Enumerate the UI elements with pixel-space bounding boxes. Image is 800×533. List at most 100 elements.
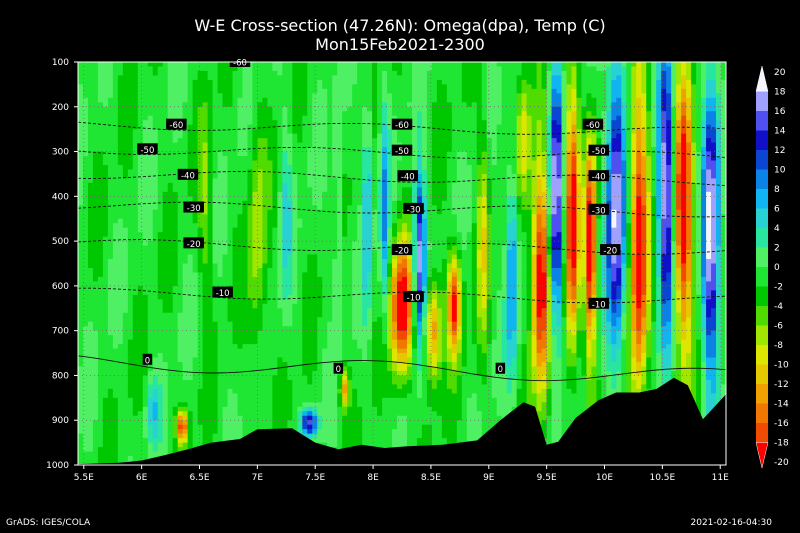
omega-cell	[117, 62, 124, 68]
omega-cell	[277, 420, 283, 426]
omega-cell	[78, 160, 84, 166]
omega-cell	[272, 308, 278, 314]
omega-cell	[282, 241, 288, 247]
omega-cell	[222, 218, 229, 224]
omega-cell	[147, 254, 154, 260]
omega-cell	[282, 88, 288, 94]
omega-cell	[162, 429, 169, 435]
omega-cell	[172, 326, 179, 332]
omega-cell	[262, 375, 269, 381]
omega-cell	[352, 88, 358, 94]
omega-cell	[132, 353, 139, 359]
omega-cell	[267, 415, 273, 421]
omega-cell	[157, 402, 164, 408]
omega-cell	[117, 223, 124, 229]
omega-cell	[302, 424, 308, 430]
omega-cell	[267, 151, 273, 157]
omega-cell	[322, 232, 328, 238]
omega-cell	[152, 393, 159, 399]
omega-cell	[247, 326, 254, 332]
omega-cell	[152, 66, 159, 72]
omega-cell	[182, 375, 189, 381]
omega-cell	[317, 308, 323, 314]
omega-cell	[252, 335, 259, 341]
omega-cell	[317, 285, 323, 291]
omega-cell	[97, 102, 104, 108]
omega-cell	[342, 411, 348, 417]
omega-cell	[112, 178, 119, 184]
omega-cell	[192, 156, 199, 162]
omega-cell	[172, 429, 179, 435]
omega-cell	[177, 397, 184, 403]
omega-cell	[137, 375, 144, 381]
omega-cell	[232, 285, 239, 291]
omega-cell	[307, 106, 313, 112]
omega-cell	[187, 335, 194, 341]
omega-cell	[297, 115, 303, 121]
omega-cell	[112, 142, 119, 148]
omega-cell	[102, 88, 109, 94]
omega-cell	[277, 393, 283, 399]
omega-cell	[347, 79, 353, 85]
omega-cell	[292, 267, 298, 274]
omega-cell	[322, 420, 328, 426]
omega-cell	[177, 321, 184, 327]
omega-cell	[177, 424, 184, 430]
omega-cell	[292, 259, 298, 265]
omega-cell	[277, 200, 283, 206]
omega-cell	[122, 339, 129, 345]
omega-cell	[327, 120, 333, 126]
omega-cell	[107, 142, 114, 148]
omega-cell	[107, 160, 114, 166]
omega-cell	[287, 173, 293, 180]
omega-cell	[287, 97, 293, 103]
omega-cell	[137, 406, 144, 412]
omega-cell	[292, 276, 298, 283]
omega-cell	[222, 102, 229, 108]
omega-cell	[92, 232, 99, 238]
omega-cell	[342, 187, 348, 193]
omega-cell	[107, 397, 114, 403]
omega-cell	[107, 433, 114, 439]
omega-cell	[192, 442, 199, 448]
omega-cell	[252, 299, 259, 305]
omega-cell	[302, 397, 308, 403]
omega-cell	[197, 276, 204, 283]
omega-cell	[282, 362, 288, 368]
omega-cell	[102, 241, 109, 247]
omega-cell	[92, 93, 99, 99]
omega-cell	[302, 388, 308, 394]
omega-cell	[142, 433, 149, 439]
omega-cell	[287, 303, 293, 309]
omega-cell	[172, 147, 179, 153]
omega-cell	[92, 133, 99, 139]
omega-cell	[167, 344, 174, 350]
omega-cell	[237, 138, 244, 144]
omega-cell	[332, 259, 338, 265]
omega-cell	[127, 433, 134, 439]
omega-cell	[122, 285, 129, 291]
omega-cell	[277, 308, 283, 314]
omega-cell	[187, 62, 194, 68]
omega-cell	[157, 147, 164, 153]
omega-cell	[302, 250, 308, 256]
omega-cell	[202, 164, 209, 171]
omega-cell	[322, 236, 328, 242]
omega-cell	[222, 424, 229, 430]
omega-cell	[247, 281, 254, 287]
omega-cell	[147, 375, 154, 381]
omega-cell	[127, 424, 134, 430]
omega-cell	[262, 326, 269, 332]
omega-cell	[222, 182, 229, 188]
omega-cell	[192, 415, 199, 421]
omega-cell	[82, 173, 89, 180]
omega-cell	[287, 393, 293, 399]
omega-cell	[122, 129, 129, 135]
omega-cell	[337, 97, 343, 103]
omega-cell	[302, 214, 308, 220]
omega-cell	[217, 276, 224, 283]
omega-cell	[97, 187, 104, 193]
omega-cell	[112, 106, 119, 112]
omega-cell	[87, 133, 94, 139]
omega-cell	[332, 339, 338, 345]
